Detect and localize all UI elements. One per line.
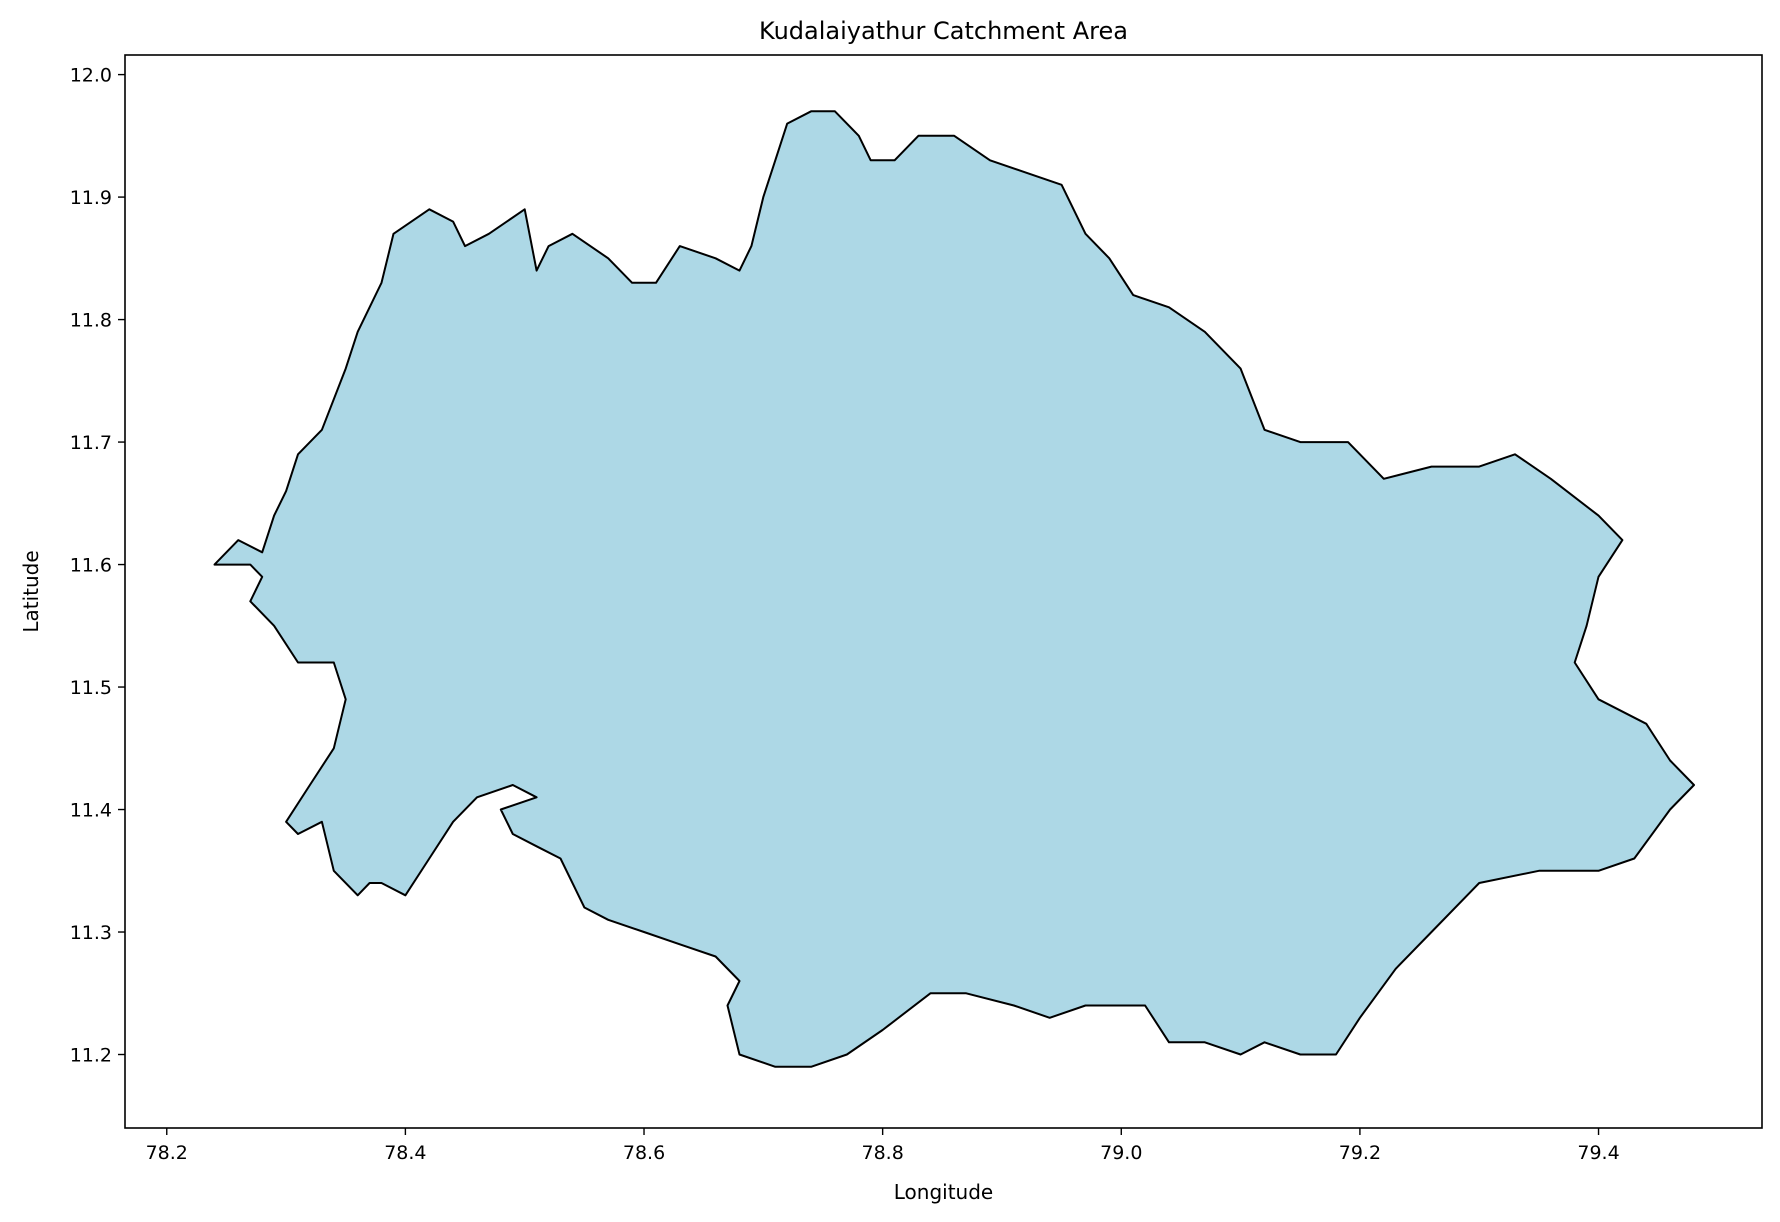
y-axis-ticks: 11.2 11.3 11.4 11.5 11.6 11.7 11.8 11.9 12.0 [70,65,125,1067]
plot-area [213,110,1695,1068]
x-tick-label: 79.4 [1577,1142,1619,1164]
y-tick-label: 11.9 [70,187,112,209]
y-tick-label: 11.6 [70,555,112,577]
x-tick-label: 79.2 [1339,1142,1381,1164]
y-tick-label: 12.0 [70,65,112,87]
y-axis-label: Latitude [19,550,43,632]
x-tick-label: 78.6 [623,1142,665,1164]
x-axis-ticks: 78.2 78.4 78.6 78.8 79.0 79.2 79.4 [146,1128,1620,1164]
x-axis-label: Longitude [894,1180,993,1204]
chart-title: Kudalaiyathur Catchment Area [759,17,1128,45]
y-tick-label: 11.3 [70,922,112,944]
catchment-polygon [213,110,1695,1068]
y-tick-label: 11.2 [70,1045,112,1067]
x-tick-label: 79.0 [1100,1142,1142,1164]
y-tick-label: 11.4 [70,800,112,822]
y-tick-label: 11.8 [70,310,112,332]
x-tick-label: 78.4 [384,1142,426,1164]
y-tick-label: 11.5 [70,677,112,699]
y-tick-label: 11.7 [70,432,112,454]
axes-frame [124,54,1763,1129]
x-tick-label: 78.2 [146,1142,188,1164]
x-tick-label: 78.8 [861,1142,903,1164]
